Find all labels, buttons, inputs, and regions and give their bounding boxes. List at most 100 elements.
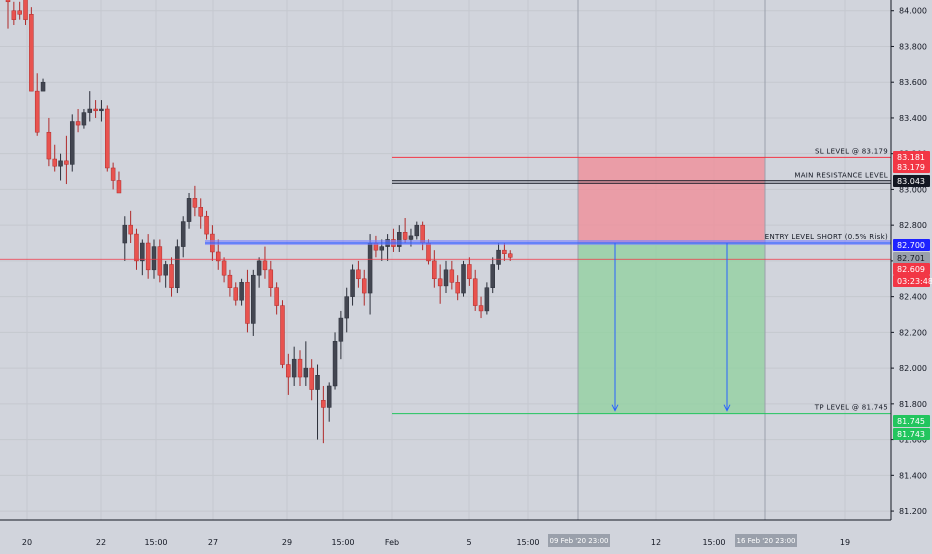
candle-body xyxy=(496,249,501,265)
candle-body xyxy=(163,264,168,276)
candle-body xyxy=(437,278,443,287)
candle-body xyxy=(140,242,145,262)
candle-body xyxy=(443,269,449,287)
level-label: SL LEVEL @ 83.179 xyxy=(815,147,888,155)
time-tick-label: 19 xyxy=(840,538,850,547)
candle-body xyxy=(245,282,250,324)
candle-body xyxy=(180,221,186,247)
price-tick-label: 82.400 xyxy=(899,293,927,302)
price-badge xyxy=(893,263,930,275)
price-badge-label: 82.701 xyxy=(897,254,925,263)
price-tick-label: 82.000 xyxy=(899,364,927,373)
time-tick-label: 5 xyxy=(466,538,471,547)
candle-body xyxy=(332,341,338,387)
price-tick-label: 82.800 xyxy=(899,221,927,230)
projection-arrowhead xyxy=(723,404,731,412)
risk-zone xyxy=(578,157,765,244)
candle-body xyxy=(204,215,209,235)
price-tick-label: 81.600 xyxy=(899,436,927,445)
price-badge-label: 81.743 xyxy=(897,430,925,439)
candle-body xyxy=(11,10,17,20)
price-tick-label: 81.200 xyxy=(899,507,927,516)
candle-body xyxy=(46,131,52,160)
candle-body xyxy=(280,305,285,365)
candle-body xyxy=(297,358,303,378)
candle-body xyxy=(40,81,46,92)
candle-body xyxy=(472,278,478,306)
candle-body xyxy=(75,121,81,126)
candle-body xyxy=(23,0,28,20)
candle-body xyxy=(81,112,87,126)
candle-body xyxy=(175,246,180,288)
candle-body xyxy=(34,90,40,133)
candle-body xyxy=(326,385,332,408)
candle-body xyxy=(99,108,104,112)
candle-body xyxy=(303,367,309,378)
candle-body xyxy=(315,375,320,390)
time-tick-label: 15:00 xyxy=(144,538,167,547)
candle-body xyxy=(122,224,128,244)
candle-body xyxy=(52,158,57,167)
candle-body xyxy=(402,232,408,240)
candle-body xyxy=(356,269,361,280)
candle-body xyxy=(239,282,244,301)
candle-body xyxy=(414,224,420,237)
range-label-bg xyxy=(548,534,610,547)
level-label: MAIN RESISTANCE LEVEL xyxy=(794,172,888,180)
candle-body xyxy=(367,242,373,294)
candle-body xyxy=(87,108,93,113)
candle-body xyxy=(507,253,513,258)
candle-body xyxy=(426,242,431,262)
candle-body xyxy=(408,235,414,240)
level-label: TP LEVEL @ 81.745 xyxy=(814,404,888,412)
price-tick-label: 83.000 xyxy=(899,185,927,194)
price-badge-label: 83.181 xyxy=(897,153,925,162)
price-badge xyxy=(893,252,930,264)
price-tick-label: 83.600 xyxy=(899,78,927,87)
price-tick-label: 83.800 xyxy=(899,42,927,51)
candle-body xyxy=(128,224,133,235)
candle-body xyxy=(379,246,385,251)
candle-body xyxy=(350,269,355,297)
price-badge xyxy=(893,428,930,440)
candle-body xyxy=(134,233,139,262)
candle-body xyxy=(490,264,495,288)
candle-body xyxy=(461,264,466,294)
candle-body xyxy=(338,317,344,342)
candle-body xyxy=(262,260,268,271)
price-tick-label: 83.400 xyxy=(899,114,927,123)
time-tick-label: 12 xyxy=(651,538,661,547)
price-badge-label: 83.043 xyxy=(897,177,925,186)
reward-zone xyxy=(578,243,765,414)
time-tick-label: 22 xyxy=(96,538,106,547)
candle-body xyxy=(291,358,297,378)
price-badge xyxy=(893,415,930,427)
candle-body xyxy=(58,160,63,167)
price-badge xyxy=(893,239,930,251)
candle-body xyxy=(309,367,314,390)
candle-body xyxy=(151,246,157,271)
candle-body xyxy=(93,108,98,112)
time-tick-label: 27 xyxy=(208,538,218,547)
candle-body xyxy=(110,167,116,181)
price-badge-label: 83.179 xyxy=(897,163,925,172)
candle-body xyxy=(344,296,349,319)
price-badge xyxy=(893,275,930,287)
range-label: 16 Feb '20 23:00 xyxy=(737,537,796,545)
price-tick-label: 84.000 xyxy=(899,7,927,16)
price-badge xyxy=(893,175,930,187)
candle-body xyxy=(467,264,472,280)
candle-body xyxy=(116,180,122,194)
candle-body xyxy=(268,269,274,288)
price-tick-label: 82.200 xyxy=(899,328,927,337)
candle-body xyxy=(17,10,22,15)
candle-body xyxy=(397,232,402,247)
candle-body xyxy=(455,282,460,294)
candle-body xyxy=(221,260,227,276)
candle-body xyxy=(186,198,192,222)
price-tick-label: 81.800 xyxy=(899,400,927,409)
candle-body xyxy=(502,249,507,254)
time-tick-label: 29 xyxy=(282,538,292,547)
